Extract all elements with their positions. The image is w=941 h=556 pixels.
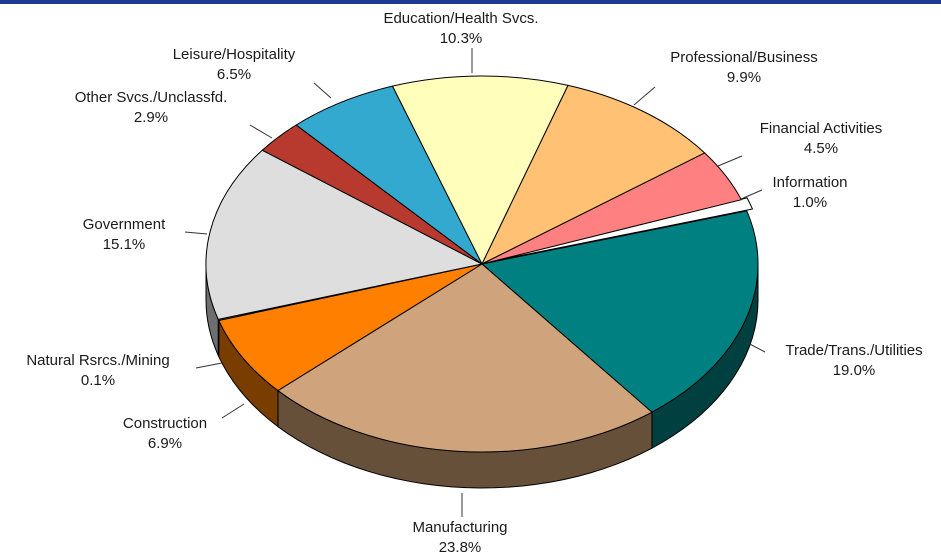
slice-name-professional-business: Professional/Business [670, 49, 818, 66]
slice-professional-business [480, 84, 706, 266]
slice-value-construction: 6.9% [148, 435, 182, 452]
leader-line-information [740, 189, 763, 200]
leader-line-professional-business [633, 86, 656, 106]
leader-line-leisure-hospitality [313, 82, 332, 99]
leader-line-trade-trans-utilities [741, 339, 766, 353]
slice-name-manufacturing: Manufacturing [412, 519, 507, 536]
slice-value-professional-business: 9.9% [727, 69, 761, 86]
slice-value-other-svcs-unclassfd: 2.9% [134, 109, 168, 126]
slice-name-leisure-hospitality: Leisure/Hospitality [173, 46, 296, 63]
slice-construction [218, 263, 483, 392]
slice-name-information: Information [772, 174, 847, 191]
pie-sides [205, 263, 759, 489]
slice-name-financial-activities: Financial Activities [760, 120, 883, 137]
top-border [0, 0, 941, 4]
pie-slices [205, 75, 759, 453]
leader-line-government [184, 231, 208, 235]
slice-value-financial-activities: 4.5% [804, 140, 838, 157]
slice-value-information: 1.0% [793, 194, 827, 211]
slice-name-education-health-svcs: Education/Health Svcs. [383, 10, 538, 27]
slice-leisure-hospitality [295, 85, 483, 265]
leader-line-financial-activities [717, 155, 743, 167]
slice-financial-activities [481, 152, 743, 265]
slice-value-manufacturing: 23.8% [439, 539, 482, 556]
slice-name-trade-trans-utilities: Trade/Trans./Utilities [785, 342, 922, 359]
leader-line-construction [221, 403, 245, 419]
slice-value-government: 15.1% [103, 236, 146, 253]
slice-manufacturing [277, 263, 653, 453]
slice-education-health-svcs [391, 75, 569, 266]
slice-value-natural-rsrcs-mining: 0.1% [81, 372, 115, 389]
slice-value-education-health-svcs: 10.3% [440, 30, 483, 47]
slice-government [205, 149, 484, 320]
slice-name-government: Government [83, 216, 166, 233]
slice-name-natural-rsrcs-mining: Natural Rsrcs./Mining [26, 352, 169, 369]
slice-value-trade-trans-utilities: 19.0% [833, 362, 876, 379]
slice-name-construction: Construction [123, 415, 207, 432]
leader-line-natural-rsrcs-mining [195, 362, 223, 369]
leader-lines [184, 48, 766, 517]
slice-labels: Information 1.0% Trade/Trans./Utilities 19.… [26, 10, 922, 556]
slice-trade-trans-utilities [480, 210, 759, 413]
slice-name-other-svcs-unclassfd: Other Svcs./Unclassfd. [75, 89, 228, 106]
leader-line-other-svcs-unclassfd [249, 124, 273, 139]
slice-value-leisure-hospitality: 6.5% [217, 66, 251, 83]
